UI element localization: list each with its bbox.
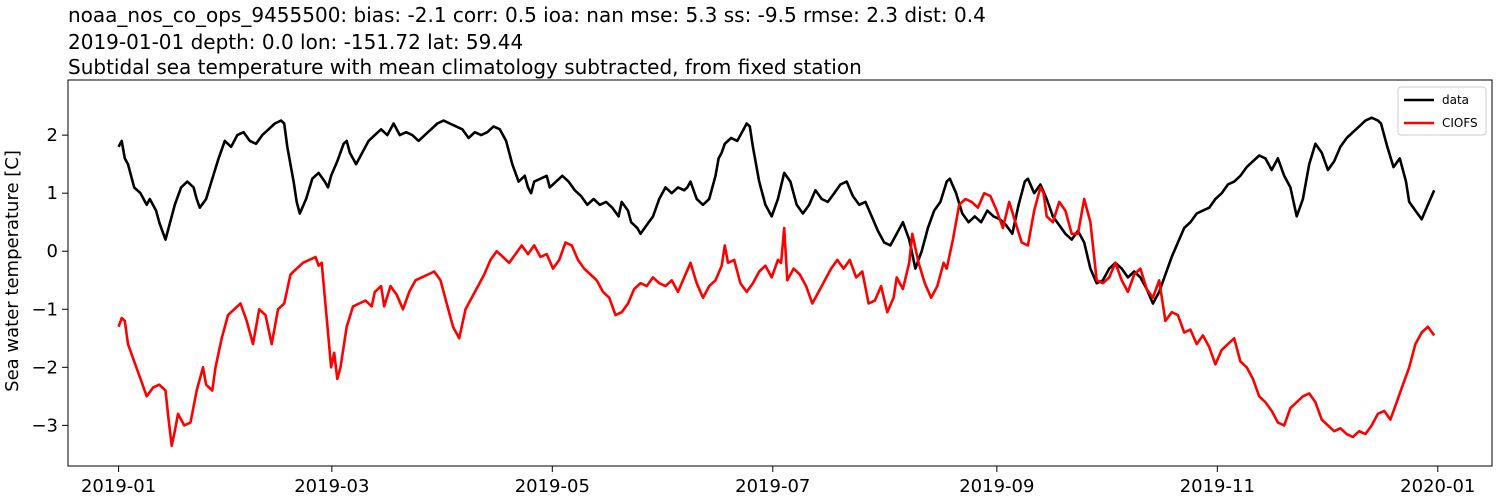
series-layer	[117, 116, 1436, 448]
x-tick-label: 2019-11	[1180, 476, 1255, 497]
legend-label-ciofs: CIOFS	[1442, 116, 1478, 130]
x-tick-label: 2019-09	[959, 476, 1034, 497]
y-tick-label: 0	[47, 241, 58, 262]
y-tick-label: 1	[47, 183, 58, 204]
x-tick-label: 2019-01	[81, 476, 156, 497]
axes-frame	[67, 79, 1493, 467]
y-tick-label: −3	[31, 415, 58, 436]
y-tick-label: −2	[31, 357, 58, 378]
chart-title-line-3: Subtidal sea temperature with mean clima…	[68, 55, 862, 79]
chart-title-line-1: noaa_nos_co_ops_9455500: bias: -2.1 corr…	[68, 3, 986, 27]
y-axis-label: Sea water temperature [C]	[2, 150, 23, 392]
x-tick-label: 2019-05	[515, 476, 590, 497]
series-line-ciofs	[117, 186, 1436, 448]
legend-label-data: data	[1442, 93, 1469, 107]
chart-title-line-2: 2019-01-01 depth: 0.0 lon: -151.72 lat: …	[68, 30, 524, 54]
legend: data CIOFS	[1397, 86, 1487, 136]
x-tick-label: 2019-03	[294, 476, 369, 497]
x-tick-label: 2020-01	[1400, 476, 1475, 497]
x-tick-label: 2019-07	[735, 476, 810, 497]
y-tick-label: 2	[47, 125, 58, 146]
y-tick-label: −1	[31, 299, 58, 320]
axes-layer: 2019-01 2019-03 2019-05 2019-07 2019-09 2019-…	[31, 79, 1493, 497]
series-line-data	[117, 116, 1436, 305]
